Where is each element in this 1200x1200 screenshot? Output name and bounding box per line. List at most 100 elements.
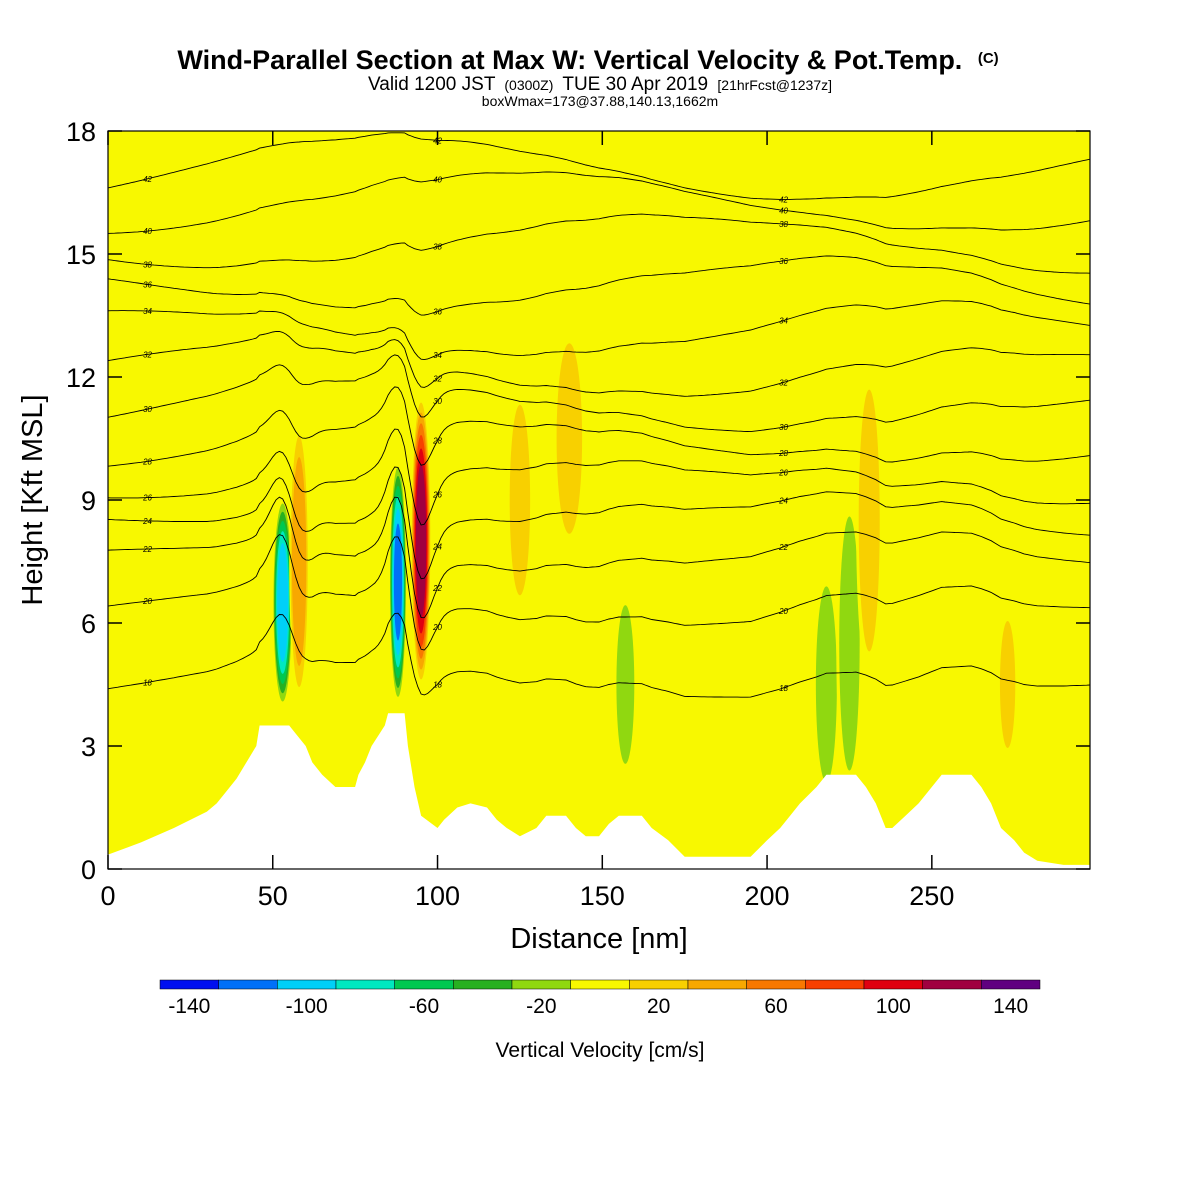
theta-contour-label: 26 bbox=[142, 494, 152, 503]
theta-contour bbox=[108, 466, 1090, 580]
theta-contour bbox=[108, 354, 1090, 433]
velocity-cell bbox=[613, 582, 637, 787]
theta-contour bbox=[108, 496, 1090, 619]
theta-contour-label: 32 bbox=[433, 374, 442, 383]
colorbar-swatch bbox=[570, 979, 630, 990]
theta-contour-label: 28 bbox=[778, 449, 788, 458]
theta-contour-label: 36 bbox=[433, 308, 442, 317]
velocity-contour-band bbox=[999, 620, 1016, 749]
colorbar-tick-label: -60 bbox=[409, 995, 439, 1018]
x-tick-label: 100 bbox=[415, 881, 460, 911]
velocity-cell bbox=[856, 356, 883, 685]
theta-contour bbox=[108, 428, 1090, 526]
theta-contour-label: 24 bbox=[432, 542, 442, 551]
colorbar-swatch bbox=[746, 979, 806, 990]
theta-contour-label: 34 bbox=[143, 307, 152, 316]
theta-contour-label: 20 bbox=[142, 597, 152, 606]
velocity-contour-band bbox=[839, 516, 860, 771]
theta-contour-label: 26 bbox=[778, 468, 788, 477]
theta-contour-label: 34 bbox=[433, 351, 442, 360]
colorbar-swatch bbox=[629, 979, 689, 990]
colorbar-swatch bbox=[218, 979, 278, 990]
x-tick-label: 0 bbox=[100, 881, 115, 911]
colorbar: -140 -100 -60 -20 20 60 100 140 bbox=[159, 979, 1041, 1018]
theta-contour-label: 28 bbox=[142, 457, 152, 466]
y-tick-label: 3 bbox=[81, 732, 96, 762]
theta-contour bbox=[108, 386, 1090, 467]
velocity-cell bbox=[997, 602, 1018, 767]
theta-contour bbox=[108, 255, 1090, 316]
velocity-contour-band bbox=[616, 605, 635, 764]
colorbar-tick-label: -100 bbox=[286, 995, 328, 1018]
velocity-cell bbox=[836, 479, 863, 808]
velocity-contour-band bbox=[727, 643, 768, 808]
theta-contour-label: 28 bbox=[432, 437, 442, 446]
theta-contour-label: 38 bbox=[779, 220, 788, 229]
velocity-cell bbox=[272, 495, 293, 710]
copyright-mark: (C) bbox=[978, 50, 999, 67]
chart-subtitle: Valid 1200 JST (0300Z) TUE 30 Apr 2019 [… bbox=[368, 74, 832, 95]
velocity-contour-band bbox=[858, 389, 880, 652]
theta-contour-label: 36 bbox=[779, 257, 788, 266]
y-tick-label: 9 bbox=[81, 486, 96, 516]
theta-contour-label: 38 bbox=[143, 260, 152, 269]
colorbar-tick-label: 100 bbox=[876, 995, 911, 1018]
terrain-profile bbox=[108, 713, 1090, 869]
theta-contour-label: 40 bbox=[433, 176, 442, 185]
velocity-contour-band bbox=[291, 457, 307, 666]
y-tick-label: 12 bbox=[66, 363, 96, 393]
contour-labels: 18 18 18 20 20 20 22 22 22 24 24 24 26 26 26 28 28 28 30 30… bbox=[142, 136, 788, 692]
velocity-contour-band bbox=[556, 343, 583, 534]
theta-contour-label: 24 bbox=[778, 496, 788, 505]
velocity-cell bbox=[411, 393, 431, 689]
y-axis-label: Height [Kft MSL] bbox=[17, 394, 49, 605]
x-axis-label: Distance [nm] bbox=[510, 923, 687, 955]
colorbar-swatch bbox=[277, 979, 337, 990]
theta-contour-label: 42 bbox=[779, 195, 788, 204]
chart-title: Wind-Parallel Section at Max W: Vertical… bbox=[177, 45, 998, 75]
theta-contour bbox=[108, 300, 1090, 361]
theta-contour-label: 38 bbox=[433, 243, 442, 252]
theta-contour bbox=[108, 171, 1090, 234]
theta-contour-label: 32 bbox=[143, 350, 152, 359]
theta-contour bbox=[108, 330, 1090, 397]
colorbar-swatch bbox=[687, 979, 747, 990]
theta-contour-label: 22 bbox=[432, 584, 442, 593]
velocity-cell bbox=[727, 643, 768, 808]
theta-contour-label: 18 bbox=[433, 680, 442, 689]
x-tick-label: 250 bbox=[909, 881, 954, 911]
colorbar-swatch bbox=[981, 979, 1041, 990]
velocity-contour-band bbox=[971, 561, 992, 767]
colorbar-swatch bbox=[863, 979, 923, 990]
velocity-contour-band bbox=[509, 404, 531, 596]
velocity-cell bbox=[813, 561, 840, 808]
potential-temperature-contours bbox=[108, 132, 1090, 698]
colorbar-swatch bbox=[511, 979, 571, 990]
colorbar-label: Vertical Velocity [cm/s] bbox=[496, 1039, 705, 1062]
y-tick-label: 18 bbox=[66, 117, 96, 147]
theta-contour-label: 20 bbox=[432, 623, 442, 632]
velocity-contour-band bbox=[277, 543, 289, 662]
theta-contour-label: 22 bbox=[778, 543, 788, 552]
velocity-cell bbox=[552, 315, 586, 562]
theta-contour bbox=[108, 213, 1090, 274]
theta-contour-label: 30 bbox=[433, 397, 442, 406]
theta-contour-label: 34 bbox=[779, 317, 788, 326]
x-tick-label: 200 bbox=[745, 881, 790, 911]
velocity-cell bbox=[295, 131, 316, 275]
theta-contour-label: 30 bbox=[143, 405, 152, 414]
velocity-cell bbox=[389, 459, 407, 705]
theta-contour-label: 18 bbox=[779, 684, 788, 693]
colorbar-tick-label: 140 bbox=[993, 995, 1028, 1018]
theta-contour bbox=[108, 534, 1090, 651]
theta-contour-label: 42 bbox=[143, 175, 152, 184]
colorbar-swatch bbox=[805, 979, 865, 990]
colorbar-swatch bbox=[335, 979, 395, 990]
colorbar-tick-label: -20 bbox=[526, 995, 556, 1018]
velocity-contour-band bbox=[393, 523, 403, 641]
box-wmax-info: boxWmax=173@37.88,140.13,1662m bbox=[482, 93, 718, 109]
colorbar-tick-label: 60 bbox=[764, 995, 787, 1018]
x-tick-label: 150 bbox=[580, 881, 625, 911]
theta-contour-label: 30 bbox=[779, 423, 788, 432]
